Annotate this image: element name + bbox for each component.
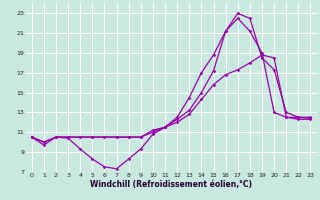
X-axis label: Windchill (Refroidissement éolien,°C): Windchill (Refroidissement éolien,°C) [90, 180, 252, 189]
